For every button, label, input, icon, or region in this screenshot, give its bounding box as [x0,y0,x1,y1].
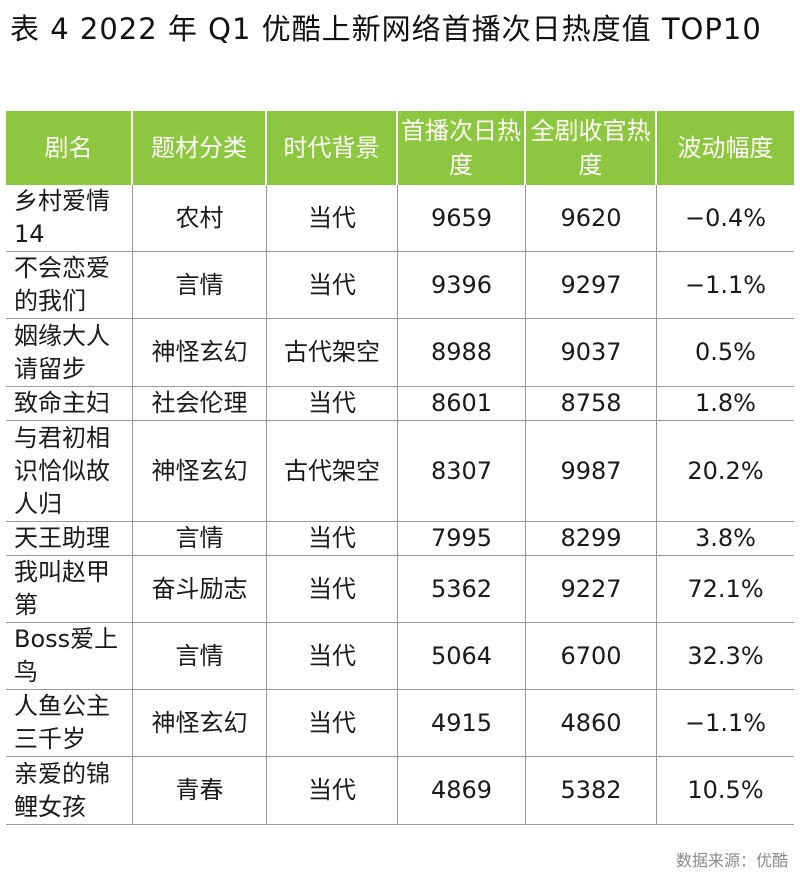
fluctuation-cell: −1.1% [657,690,794,757]
premiere-heat-cell: 8988 [398,319,526,387]
premiere-heat-cell: 4869 [398,757,526,825]
column-header-premiere-heat: 首播次日热度 [398,111,526,185]
era-cell: 当代 [267,556,398,623]
drama-name-cell: Boss爱上鸟 [6,623,133,690]
table-row: 乡村爱情14 农村 当代 9659 9620 −0.4% [6,185,794,252]
fluctuation-cell: 0.5% [657,319,794,387]
drama-name-cell: 亲爱的锦鲤女孩 [6,757,133,825]
era-cell: 当代 [267,690,398,757]
era-cell: 当代 [267,757,398,825]
fluctuation-cell: 72.1% [657,556,794,623]
fluctuation-cell: 10.5% [657,757,794,825]
data-table: 剧名 题材分类 时代背景 首播次日热度 全剧收官热度 波动幅度 乡村爱情14 农… [6,111,794,825]
column-header-era: 时代背景 [267,111,398,185]
table-row: 致命主妇 社会伦理 当代 8601 8758 1.8% [6,387,794,421]
genre-cell: 青春 [133,757,267,825]
fluctuation-cell: −0.4% [657,185,794,252]
column-header-genre: 题材分类 [133,111,267,185]
finale-heat-cell: 4860 [526,690,657,757]
era-cell: 当代 [267,387,398,421]
fluctuation-cell: 20.2% [657,421,794,522]
table-row: Boss爱上鸟 言情 当代 5064 6700 32.3% [6,623,794,690]
finale-heat-cell: 9037 [526,319,657,387]
table-row: 不会恋爱的我们 言情 当代 9396 9297 −1.1% [6,252,794,319]
drama-name-cell: 姻缘大人请留步 [6,319,133,387]
finale-heat-cell: 6700 [526,623,657,690]
genre-cell: 言情 [133,623,267,690]
premiere-heat-cell: 9396 [398,252,526,319]
fluctuation-cell: 3.8% [657,522,794,556]
finale-heat-cell: 9227 [526,556,657,623]
fluctuation-cell: 32.3% [657,623,794,690]
finale-heat-cell: 9987 [526,421,657,522]
genre-cell: 言情 [133,522,267,556]
fluctuation-cell: −1.1% [657,252,794,319]
drama-name-cell: 乡村爱情14 [6,185,133,252]
finale-heat-cell: 8299 [526,522,657,556]
genre-cell: 神怪玄幻 [133,319,267,387]
era-cell: 当代 [267,185,398,252]
table-row: 天王助理 言情 当代 7995 8299 3.8% [6,522,794,556]
finale-heat-cell: 9297 [526,252,657,319]
genre-cell: 神怪玄幻 [133,690,267,757]
genre-cell: 农村 [133,185,267,252]
drama-name-cell: 不会恋爱的我们 [6,252,133,319]
fluctuation-cell: 1.8% [657,387,794,421]
premiere-heat-cell: 5362 [398,556,526,623]
premiere-heat-cell: 4915 [398,690,526,757]
table-row: 我叫赵甲第 奋斗励志 当代 5362 9227 72.1% [6,556,794,623]
finale-heat-cell: 9620 [526,185,657,252]
table-row: 姻缘大人请留步 神怪玄幻 古代架空 8988 9037 0.5% [6,319,794,387]
column-header-fluctuation: 波动幅度 [657,111,794,185]
column-header-drama-name: 剧名 [6,111,133,185]
table-row: 人鱼公主三千岁 神怪玄幻 当代 4915 4860 −1.1% [6,690,794,757]
drama-name-cell: 人鱼公主三千岁 [6,690,133,757]
premiere-heat-cell: 8601 [398,387,526,421]
era-cell: 古代架空 [267,319,398,387]
premiere-heat-cell: 5064 [398,623,526,690]
genre-cell: 神怪玄幻 [133,421,267,522]
era-cell: 当代 [267,252,398,319]
finale-heat-cell: 5382 [526,757,657,825]
genre-cell: 奋斗励志 [133,556,267,623]
era-cell: 当代 [267,522,398,556]
era-cell: 古代架空 [267,421,398,522]
column-header-finale-heat: 全剧收官热度 [526,111,657,185]
table-row: 与君初相识恰似故人归 神怪玄幻 古代架空 8307 9987 20.2% [6,421,794,522]
genre-cell: 社会伦理 [133,387,267,421]
premiere-heat-cell: 7995 [398,522,526,556]
era-cell: 当代 [267,623,398,690]
table-title: 表 4 2022 年 Q1 优酷上新网络首播次日热度值 TOP10 [10,12,762,46]
genre-cell: 言情 [133,252,267,319]
header-row: 剧名 题材分类 时代背景 首播次日热度 全剧收官热度 波动幅度 [6,111,794,185]
table-row: 亲爱的锦鲤女孩 青春 当代 4869 5382 10.5% [6,757,794,825]
drama-name-cell: 致命主妇 [6,387,133,421]
drama-name-cell: 我叫赵甲第 [6,556,133,623]
drama-name-cell: 天王助理 [6,522,133,556]
finale-heat-cell: 8758 [526,387,657,421]
premiere-heat-cell: 9659 [398,185,526,252]
drama-name-cell: 与君初相识恰似故人归 [6,421,133,522]
premiere-heat-cell: 8307 [398,421,526,522]
data-source-note: 数据来源：优酷 [675,851,788,870]
